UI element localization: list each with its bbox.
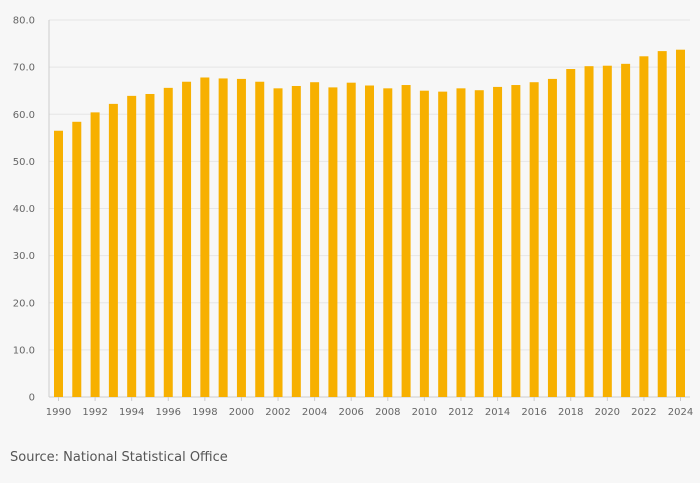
bar-1996 [163, 87, 173, 398]
y-tick-label: 10.0 [13, 345, 35, 356]
y-tick-label: 20.0 [13, 298, 35, 309]
x-tick-label: 1994 [119, 407, 144, 418]
bar-2003 [291, 85, 301, 397]
bar-2001 [255, 81, 265, 397]
x-tick-label: 1996 [156, 407, 181, 418]
bar-1993 [108, 103, 118, 397]
bar-2022 [639, 56, 649, 397]
bar-2007 [365, 85, 374, 397]
x-tick-label: 2016 [521, 407, 546, 418]
bar-2011 [438, 91, 448, 397]
x-tick-label: 2008 [375, 407, 400, 418]
y-tick-label: 60.0 [13, 110, 35, 121]
bar-2009 [401, 85, 411, 397]
x-tick-label: 2002 [265, 407, 290, 418]
source-note: Source: National Statistical Office [10, 450, 228, 465]
bar-2010 [419, 90, 429, 397]
bar-2017 [547, 78, 557, 397]
x-tick-label: 1998 [192, 407, 217, 418]
x-tick-label: 2004 [302, 407, 327, 418]
x-tick-label: 2024 [668, 407, 693, 418]
bar-2016 [529, 82, 539, 398]
bar-1997 [182, 81, 192, 397]
y-tick-label: 70.0 [13, 63, 35, 74]
y-tick-label: 30.0 [13, 251, 35, 262]
bar-2000 [236, 78, 246, 397]
x-tick-label: 2012 [448, 407, 473, 418]
y-tick-label: 0 [29, 393, 35, 404]
bar-2019 [584, 66, 594, 398]
x-tick-label: 2006 [338, 407, 363, 418]
chart-area: 0 10.0 20.0 30.0 40.0 50.0 60.0 70.0 80.0 1990 199… [13, 16, 693, 419]
bar-2020 [602, 65, 612, 398]
y-tick-label: 50.0 [13, 157, 35, 168]
bar-2014 [493, 86, 503, 398]
bar-1995 [145, 93, 155, 398]
bar-chart: 0 10.0 20.0 30.0 40.0 50.0 60.0 70.0 80.0 1990 199… [13, 16, 693, 419]
bar-1990 [54, 130, 63, 398]
y-tick-label: 80.0 [13, 16, 35, 27]
bar-2015 [511, 85, 521, 397]
bar-2023 [657, 51, 667, 397]
bar-2004 [310, 82, 320, 398]
bar-2024 [676, 49, 685, 397]
x-tick-label: 2020 [595, 407, 620, 418]
x-tick-label: 1992 [82, 407, 107, 418]
bar-2005 [328, 87, 338, 397]
x-tick-label: 2000 [229, 407, 254, 418]
bar-2008 [383, 88, 393, 397]
x-tick-label: 2018 [558, 407, 583, 418]
bar-1992 [90, 112, 100, 398]
bar-1994 [127, 95, 137, 398]
x-tick-label: 2014 [485, 407, 510, 418]
bar-2012 [456, 88, 466, 397]
bar-2006 [346, 82, 356, 398]
bar-1998 [200, 77, 210, 398]
bar-2013 [474, 90, 484, 397]
bar-2021 [621, 63, 631, 397]
x-tick-label: 1990 [46, 407, 71, 418]
bar-1991 [72, 121, 82, 397]
x-tick-label: 2010 [412, 407, 437, 418]
bar-2002 [273, 88, 283, 397]
bar-1999 [218, 78, 228, 397]
y-tick-label: 40.0 [13, 204, 35, 215]
x-tick-label: 2022 [631, 407, 656, 418]
bar-2018 [566, 69, 576, 397]
